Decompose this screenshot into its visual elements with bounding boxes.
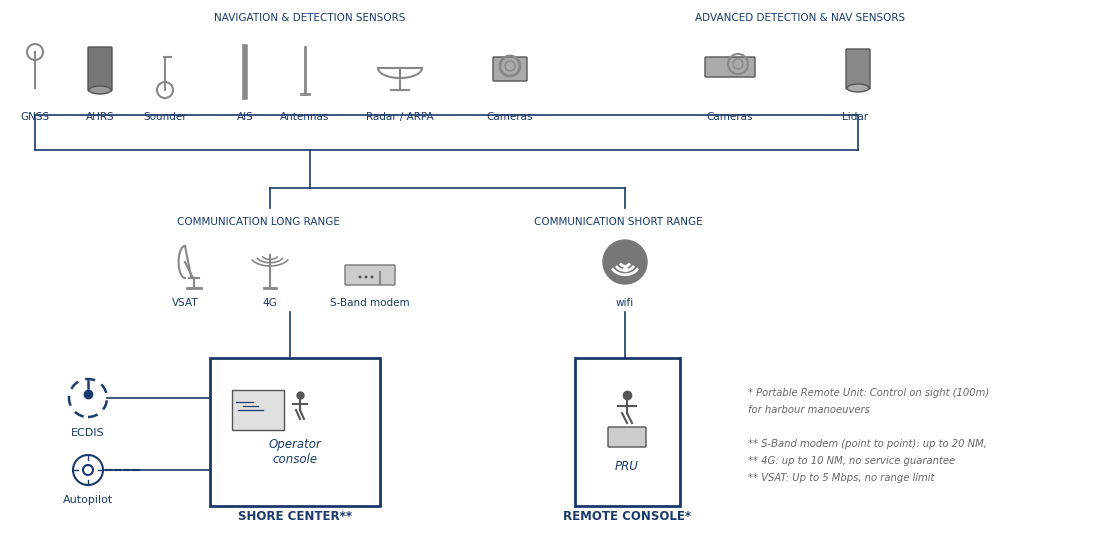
FancyBboxPatch shape xyxy=(705,57,755,77)
FancyBboxPatch shape xyxy=(608,427,646,447)
Text: ADVANCED DETECTION & NAV SENSORS: ADVANCED DETECTION & NAV SENSORS xyxy=(695,13,905,23)
Text: ** VSAT: Up to 5 Mbps, no range limit: ** VSAT: Up to 5 Mbps, no range limit xyxy=(748,473,935,483)
Text: AIS: AIS xyxy=(236,112,253,122)
Text: Cameras: Cameras xyxy=(486,112,534,122)
Text: VSAT: VSAT xyxy=(171,298,198,308)
Text: Sounder: Sounder xyxy=(144,112,187,122)
Text: wifi: wifi xyxy=(615,298,634,308)
Text: Radar / ARPA: Radar / ARPA xyxy=(366,112,434,122)
Text: COMMUNICATION LONG RANGE: COMMUNICATION LONG RANGE xyxy=(177,217,339,227)
Circle shape xyxy=(365,276,368,278)
FancyBboxPatch shape xyxy=(493,57,527,81)
FancyBboxPatch shape xyxy=(575,358,680,506)
Text: Autopilot: Autopilot xyxy=(63,495,113,505)
Text: ** S-Band modem (point to point): up to 20 NM,: ** S-Band modem (point to point): up to … xyxy=(748,439,987,449)
Text: GNSS: GNSS xyxy=(20,112,50,122)
Ellipse shape xyxy=(90,86,111,94)
Circle shape xyxy=(603,240,648,284)
Text: Antennas: Antennas xyxy=(281,112,329,122)
Circle shape xyxy=(358,276,361,278)
FancyBboxPatch shape xyxy=(232,390,284,430)
FancyBboxPatch shape xyxy=(846,49,870,89)
Text: * Portable Remote Unit: Control on sight (100m): * Portable Remote Unit: Control on sight… xyxy=(748,388,989,398)
Text: 4G: 4G xyxy=(263,298,277,308)
Ellipse shape xyxy=(848,84,869,92)
Text: for harbour manoeuvers: for harbour manoeuvers xyxy=(748,405,870,415)
Text: ECDIS: ECDIS xyxy=(71,428,105,438)
FancyBboxPatch shape xyxy=(345,265,394,285)
Text: SHORE CENTER**: SHORE CENTER** xyxy=(238,510,352,523)
FancyBboxPatch shape xyxy=(210,358,380,506)
Text: Operator
console: Operator console xyxy=(269,438,322,466)
Text: COMMUNICATION SHORT RANGE: COMMUNICATION SHORT RANGE xyxy=(534,217,703,227)
Text: S-Band modem: S-Band modem xyxy=(330,298,410,308)
FancyBboxPatch shape xyxy=(88,47,112,91)
Text: REMOTE CONSOLE*: REMOTE CONSOLE* xyxy=(562,510,691,523)
Text: Cameras: Cameras xyxy=(707,112,754,122)
Text: PRU: PRU xyxy=(615,460,639,473)
Circle shape xyxy=(370,276,373,278)
Text: AHRS: AHRS xyxy=(86,112,114,122)
Text: ** 4G: up to 10 NM, no service guarantee: ** 4G: up to 10 NM, no service guarantee xyxy=(748,456,955,466)
Text: Lidar: Lidar xyxy=(842,112,869,122)
Text: NAVIGATION & DETECTION SENSORS: NAVIGATION & DETECTION SENSORS xyxy=(214,13,406,23)
